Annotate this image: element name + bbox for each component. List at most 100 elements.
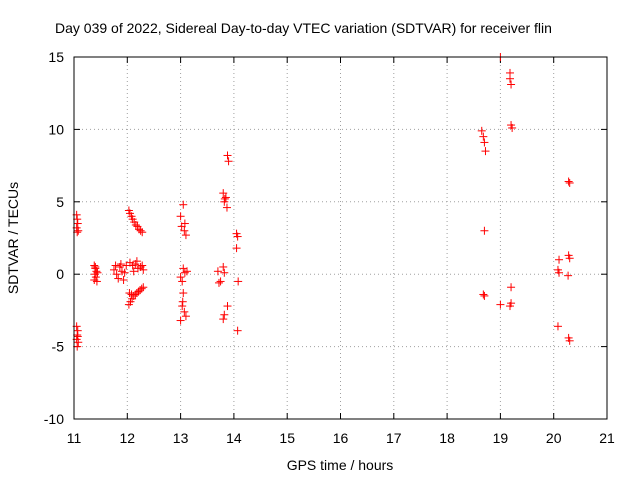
data-point <box>92 277 101 286</box>
data-point <box>180 307 189 316</box>
data-point <box>507 80 516 89</box>
data-point <box>176 273 185 282</box>
x-tick-label: 15 <box>279 430 295 446</box>
data-point <box>137 284 146 293</box>
data-point <box>479 290 488 299</box>
data-point <box>224 157 233 166</box>
data-point <box>109 265 118 274</box>
data-point <box>182 267 191 276</box>
y-tick-label: -10 <box>44 411 64 427</box>
data-point <box>93 268 102 277</box>
data-point <box>178 302 187 311</box>
x-tick-label: 18 <box>439 430 455 446</box>
data-point <box>179 289 188 298</box>
data-point <box>565 336 574 345</box>
data-point <box>220 268 229 277</box>
data-point <box>120 268 129 277</box>
data-point <box>129 267 138 276</box>
y-tick-label: 10 <box>48 121 64 137</box>
data-point <box>91 262 100 271</box>
data-points <box>72 53 574 351</box>
data-point <box>221 193 230 202</box>
data-point <box>74 338 83 347</box>
data-point <box>565 254 574 263</box>
data-point <box>555 255 564 264</box>
data-point <box>138 261 147 270</box>
axis-ticks <box>73 56 608 420</box>
data-point <box>136 226 145 235</box>
data-point <box>74 226 83 235</box>
data-point <box>176 212 185 221</box>
data-point <box>223 302 232 311</box>
data-point <box>565 178 574 187</box>
data-point <box>480 138 489 147</box>
data-point <box>131 220 140 229</box>
data-point <box>132 257 141 266</box>
y-tick-label: 15 <box>48 49 64 65</box>
data-point <box>508 123 517 132</box>
data-point <box>181 231 190 240</box>
data-point <box>119 275 128 284</box>
data-point <box>73 228 82 237</box>
data-point <box>480 226 489 235</box>
data-point <box>73 331 82 340</box>
data-point <box>564 177 573 186</box>
data-point <box>219 262 228 271</box>
data-point <box>178 277 187 286</box>
data-point <box>214 278 223 287</box>
data-point <box>127 290 136 299</box>
data-point <box>73 332 82 341</box>
x-tick-label: 21 <box>599 430 615 446</box>
data-point <box>116 260 125 269</box>
data-point <box>73 219 82 228</box>
data-point <box>222 203 231 212</box>
data-point <box>219 315 228 324</box>
plot-frame <box>73 56 608 420</box>
x-tick-label: 19 <box>493 430 509 446</box>
x-tick-label: 12 <box>120 430 136 446</box>
data-point <box>73 215 82 224</box>
data-point <box>555 268 564 277</box>
x-axis-title: GPS time / hours <box>287 457 394 473</box>
data-point <box>179 200 188 209</box>
data-point <box>219 189 228 198</box>
data-point <box>138 228 147 237</box>
data-point <box>139 283 148 292</box>
x-tick-label: 17 <box>386 430 402 446</box>
data-point <box>111 261 120 270</box>
data-point <box>176 316 185 325</box>
data-point <box>477 126 486 135</box>
x-tick-label: 11 <box>67 430 82 446</box>
data-point <box>180 268 189 277</box>
data-point <box>553 322 562 331</box>
data-point <box>139 265 148 274</box>
chart-title: Day 039 of 2022, Sidereal Day-to-day VTE… <box>55 20 552 36</box>
data-point <box>479 132 488 141</box>
y-axis-title: SDTVAR / TECUs <box>5 182 21 294</box>
data-point <box>505 74 514 83</box>
data-point <box>114 274 123 283</box>
data-point <box>233 326 242 335</box>
data-point <box>505 302 514 311</box>
data-point <box>234 277 243 286</box>
x-tick-label: 13 <box>173 430 189 446</box>
data-point <box>213 267 222 276</box>
data-point <box>564 271 573 280</box>
tick-labels: 11 12 13 14 15 16 17 18 19 20 21 -10 -5 0 5 10 15 <box>44 49 615 446</box>
x-tick-label: 20 <box>546 430 562 446</box>
data-point <box>178 297 187 306</box>
data-point <box>216 277 225 286</box>
data-point <box>481 147 490 156</box>
data-point <box>180 219 189 228</box>
x-tick-label: 16 <box>333 430 349 446</box>
data-point <box>181 312 190 321</box>
data-point <box>125 289 134 298</box>
y-tick-label: 5 <box>56 194 64 210</box>
data-point <box>180 226 189 235</box>
data-point <box>496 300 505 309</box>
grid-lines <box>74 57 607 419</box>
data-point <box>480 291 489 300</box>
data-point <box>220 194 229 203</box>
